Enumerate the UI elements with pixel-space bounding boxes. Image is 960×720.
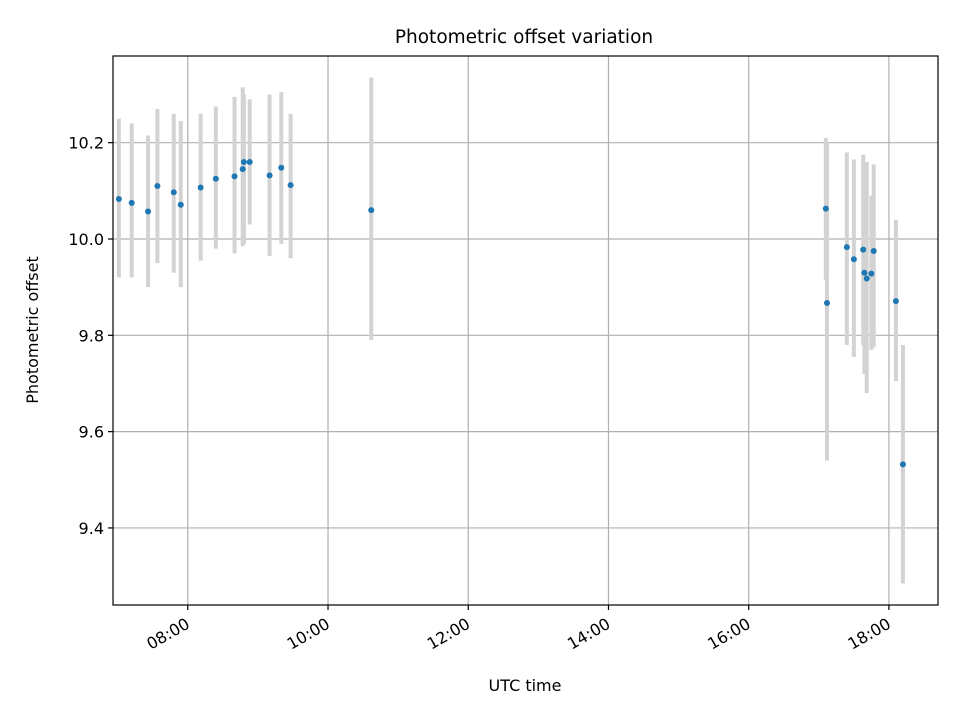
y-tick-label: 10.2: [68, 134, 104, 153]
data-point: [212, 175, 219, 182]
data-point: [239, 166, 246, 173]
y-tick-label: 10.0: [68, 230, 104, 249]
data-point: [246, 158, 253, 165]
data-point: [860, 246, 867, 253]
data-point: [128, 199, 135, 206]
data-point: [892, 298, 899, 305]
data-point: [170, 189, 177, 196]
x-axis-label: UTC time: [489, 676, 562, 695]
data-point: [287, 182, 294, 189]
data-point: [863, 275, 870, 282]
data-point: [266, 172, 273, 179]
data-point: [177, 201, 184, 208]
data-point: [850, 256, 857, 263]
data-point: [822, 205, 829, 212]
y-axis-label: Photometric offset: [23, 256, 42, 404]
data-point: [278, 164, 285, 171]
chart-title: Photometric offset variation: [395, 27, 653, 48]
y-axis-ticks: 9.4 9.6 9.8 10.0 10.2: [68, 134, 113, 538]
data-points: [115, 158, 906, 468]
data-point: [843, 244, 850, 251]
data-point: [868, 270, 875, 277]
plot-frame: [112, 55, 939, 606]
data-point: [240, 158, 247, 165]
data-point: [154, 183, 161, 190]
y-tick-label: 9.4: [79, 519, 104, 538]
data-point: [899, 461, 906, 468]
data-point: [197, 184, 204, 191]
y-tick-label: 9.8: [79, 326, 104, 345]
data-point: [823, 300, 830, 307]
y-tick-label: 9.6: [79, 423, 104, 442]
data-point: [870, 248, 877, 255]
data-point: [145, 208, 152, 215]
data-point: [115, 196, 122, 203]
data-point: [861, 269, 868, 276]
data-point: [368, 207, 375, 214]
data-point: [231, 173, 238, 180]
